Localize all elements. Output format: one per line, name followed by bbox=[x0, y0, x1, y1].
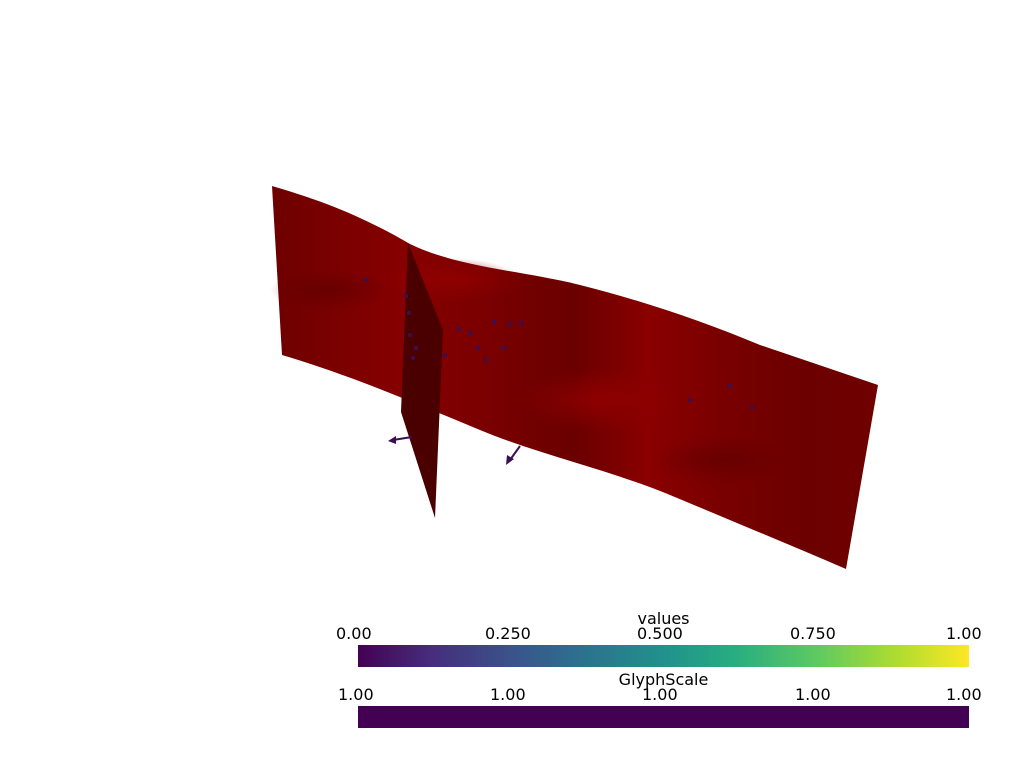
values-tick-0: 0.00 bbox=[336, 624, 372, 643]
glyph-arrows bbox=[388, 436, 521, 465]
glyphscale-tick-0: 1.00 bbox=[338, 685, 374, 704]
glyphscale-tick-4: 1.00 bbox=[946, 685, 982, 704]
wavy-surface bbox=[270, 186, 878, 569]
glyphscale-tick-3: 1.00 bbox=[795, 685, 831, 704]
glyphscale-tick-1: 1.00 bbox=[490, 685, 526, 704]
values-colorbar bbox=[358, 645, 969, 667]
values-tick-3: 0.750 bbox=[790, 624, 836, 643]
slice-plane bbox=[401, 243, 443, 518]
glyphscale-colorbar bbox=[358, 706, 969, 728]
values-tick-4: 1.00 bbox=[946, 624, 982, 643]
glyphscale-tick-2: 1.00 bbox=[642, 685, 678, 704]
values-bar-title: values bbox=[637, 609, 690, 628]
values-tick-1: 0.250 bbox=[485, 624, 531, 643]
glyph-points bbox=[363, 277, 755, 410]
values-tick-2: 0.500 bbox=[637, 624, 683, 643]
glyphscale-bar-title: GlyphScale bbox=[618, 670, 709, 689]
